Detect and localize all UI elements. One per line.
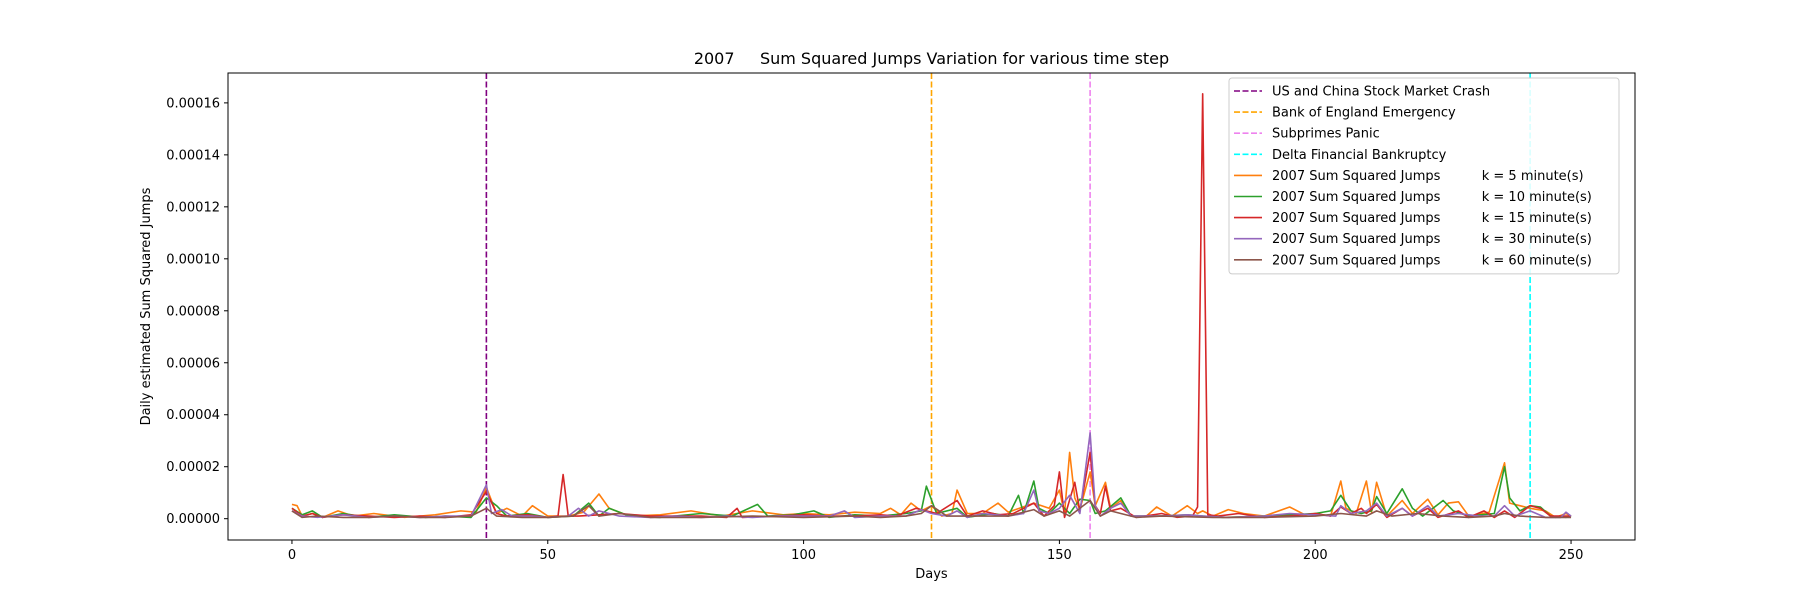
legend-label: 2007 Sum Squared Jumps k = 10 minute(s) <box>1272 190 1592 205</box>
legend-box <box>1228 77 1620 275</box>
y-tick-label: 0.00014 <box>166 148 220 163</box>
plot-frame <box>227 72 1636 541</box>
x-tick-label: 200 <box>1303 548 1328 563</box>
y-tick-label: 0.00012 <box>166 200 220 215</box>
x-tick-label: 50 <box>539 548 556 563</box>
y-axis: 0.00000 0.00002 0.00004 0.00006 0.00008 0.000… <box>166 96 228 527</box>
legend-label: 2007 Sum Squared Jumps k = 5 minute(s) <box>1272 169 1584 184</box>
x-axis: 0 50 100 150 200 250 <box>288 540 1584 563</box>
x-tick-label: 150 <box>1047 548 1072 563</box>
series-lines <box>291 92 1572 519</box>
x-tick-label: 100 <box>791 548 816 563</box>
x-tick-label: 0 <box>288 548 296 563</box>
y-tick-label: 0.00004 <box>166 408 220 423</box>
y-tick-label: 0.00016 <box>166 96 220 111</box>
x-axis-label: Days <box>915 567 948 582</box>
series-line-4 <box>291 499 1572 519</box>
legend-label: Delta Financial Bankruptcy <box>1272 148 1447 163</box>
chart-title: 2007 Sum Squared Jumps Variation for var… <box>694 49 1169 68</box>
y-tick-label: 0.00006 <box>166 356 220 371</box>
legend-label: 2007 Sum Squared Jumps k = 30 minute(s) <box>1272 232 1592 247</box>
legend-label: Bank of England Emergency <box>1272 106 1456 121</box>
legend-label: US and China Stock Market Crash <box>1272 85 1490 100</box>
y-tick-label: 0.00002 <box>166 460 220 475</box>
y-axis-label: Daily estimated Sum Squared Jumps <box>139 187 154 425</box>
x-tick-label: 250 <box>1559 548 1584 563</box>
legend-label: 2007 Sum Squared Jumps k = 15 minute(s) <box>1272 211 1592 226</box>
legend-label: 2007 Sum Squared Jumps k = 60 minute(s) <box>1272 253 1592 268</box>
series-line-3 <box>291 432 1572 519</box>
legend-label: Subprimes Panic <box>1272 127 1380 142</box>
y-tick-label: 0.00008 <box>166 304 220 319</box>
y-tick-label: 0.00010 <box>166 252 220 267</box>
legend: US and China Stock Market Crash Bank of E… <box>1228 77 1620 275</box>
y-tick-label: 0.00000 <box>166 512 220 527</box>
series-line-1 <box>291 465 1572 519</box>
